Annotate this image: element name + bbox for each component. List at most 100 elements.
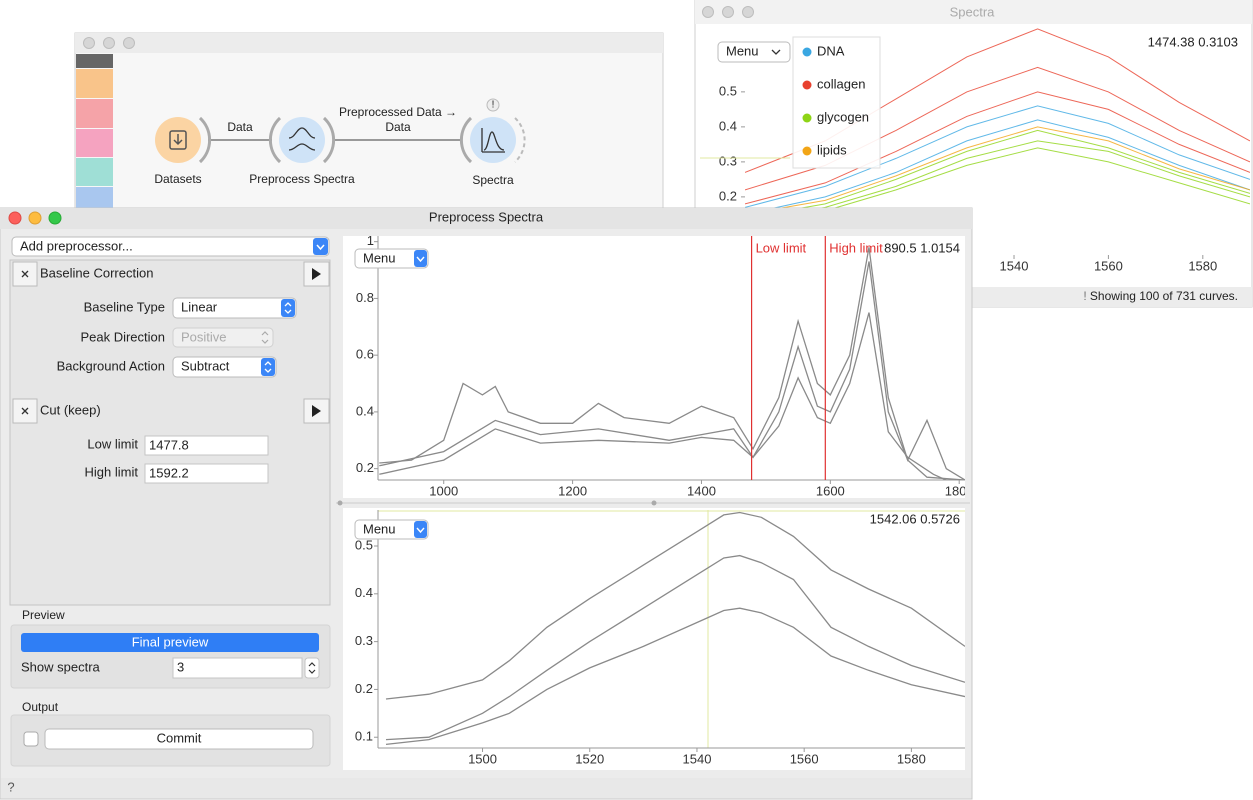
coordinates: 890.5 1.0154	[884, 240, 960, 255]
node-label: Spectra	[472, 173, 514, 187]
y-tick-label: 0.1	[355, 729, 373, 744]
expand-button[interactable]	[303, 398, 330, 424]
field-label: Baseline Type	[84, 299, 165, 314]
widget-icon[interactable]	[76, 187, 113, 211]
window-button[interactable]	[123, 37, 135, 49]
node-label: Datasets	[154, 172, 201, 186]
text-input[interactable]	[144, 435, 269, 456]
warning-badge	[486, 98, 500, 112]
menu-button[interactable]	[354, 519, 429, 540]
stepper-glyph	[308, 662, 316, 674]
spectrum-curve	[385, 554, 965, 741]
node-anchor	[198, 116, 212, 164]
spectrum-curve	[745, 91, 1250, 205]
status-text: Showing 100 of 731 curves.	[1090, 289, 1238, 303]
text-input[interactable]	[144, 463, 269, 484]
add-preprocessor-combo[interactable]	[11, 236, 330, 257]
combo[interactable]	[172, 356, 277, 378]
expand-button[interactable]	[303, 261, 330, 287]
splitter-handle	[651, 500, 657, 506]
widget-icon[interactable]	[76, 158, 113, 186]
combo-disabled	[172, 327, 274, 348]
spectrum-curve	[385, 511, 965, 700]
menu-label: Menu	[363, 521, 396, 536]
window-button[interactable]	[103, 37, 115, 49]
preprocessor-title: Baseline Correction	[40, 265, 153, 280]
close-button[interactable]	[8, 211, 22, 225]
field-label: Background Action	[57, 358, 165, 373]
x-tick-label: 1000	[429, 483, 458, 498]
node-anchor	[268, 116, 336, 164]
y-tick-label: 1	[367, 233, 374, 248]
link-label: Data	[227, 120, 253, 134]
help-icon[interactable]: ?	[7, 779, 14, 794]
node-anchor	[459, 116, 473, 164]
y-tick-label: 0.2	[355, 681, 373, 696]
window-button[interactable]	[742, 6, 754, 18]
x-tick-label: 1560	[1094, 258, 1123, 273]
spectrum-curve	[745, 140, 1250, 222]
x-tick-label: 1800	[945, 483, 974, 498]
ticks: 1500 1520 1540 1560 1580 0.1 0.2 0.3 0.4 0.5	[355, 537, 926, 766]
node-label: Preprocess Spectra	[249, 172, 355, 186]
limit-label: Low limit	[756, 240, 807, 255]
menu-arrow	[414, 250, 427, 267]
link-label: Preprocessed Data →	[339, 105, 457, 119]
legend-marker	[802, 80, 812, 90]
window-button[interactable]	[83, 37, 95, 49]
x-tick-label: 1540	[1000, 258, 1029, 273]
y-tick-label: 0.2	[356, 460, 374, 475]
legend	[792, 36, 881, 169]
combo[interactable]	[172, 297, 297, 319]
minimize-button[interactable]	[28, 211, 42, 225]
commit-button[interactable]	[44, 728, 314, 750]
window-button[interactable]	[702, 6, 714, 18]
coordinates: 1474.38 0.3103	[1148, 34, 1238, 49]
widget-icon[interactable]	[76, 129, 113, 157]
y-tick-label: 0.3	[355, 633, 373, 648]
field-label: High limit	[85, 464, 139, 479]
legend-label: lipids	[817, 142, 847, 157]
final-preview-button[interactable]	[21, 633, 319, 652]
button-label: Commit	[157, 730, 202, 745]
x-tick-label: 1400	[687, 483, 716, 498]
widget-icon[interactable]	[76, 99, 113, 128]
menu-label: Menu	[726, 43, 759, 58]
node[interactable]	[470, 117, 516, 163]
auto-commit-checkbox[interactable]	[23, 731, 39, 747]
menu-arrow	[414, 521, 427, 538]
toolbar-toggle[interactable]	[76, 54, 113, 68]
status-bar	[1, 778, 971, 798]
node[interactable]	[279, 117, 325, 163]
menu-button[interactable]	[717, 41, 791, 63]
spectrum-curve	[745, 119, 1250, 215]
stepper-glyph	[284, 302, 292, 314]
window-button[interactable]	[722, 6, 734, 18]
spectrum-curve	[745, 129, 1250, 219]
menu-button[interactable]	[354, 248, 429, 269]
spectrum-curve	[379, 312, 948, 480]
zoom-button[interactable]	[48, 211, 62, 225]
combo-text: Subtract	[181, 358, 230, 373]
widget-icon[interactable]	[76, 69, 113, 98]
spectrum-curve	[379, 247, 965, 480]
section-heading: Output	[22, 700, 59, 714]
button-label: Final preview	[132, 634, 209, 649]
window-title: Preprocess Spectra	[429, 209, 544, 224]
input-text: 1592.2	[149, 465, 189, 480]
node-icon	[173, 134, 183, 146]
warning-icon: !	[492, 100, 495, 111]
spin-arrows[interactable]	[304, 657, 320, 679]
node-icon	[288, 127, 316, 151]
legend-label: DNA	[817, 43, 845, 58]
spin-box[interactable]	[172, 657, 303, 679]
y-tick-label: 0.4	[719, 118, 737, 133]
node-icon	[169, 130, 187, 150]
canvas-window: Data Preprocessed Data → Data Datasets P…	[74, 32, 664, 214]
legend-label: glycogen	[817, 109, 869, 124]
status-icon: !	[1083, 289, 1086, 303]
window-title: Spectra	[950, 4, 996, 19]
combo-text: Add preprocessor...	[20, 238, 133, 253]
